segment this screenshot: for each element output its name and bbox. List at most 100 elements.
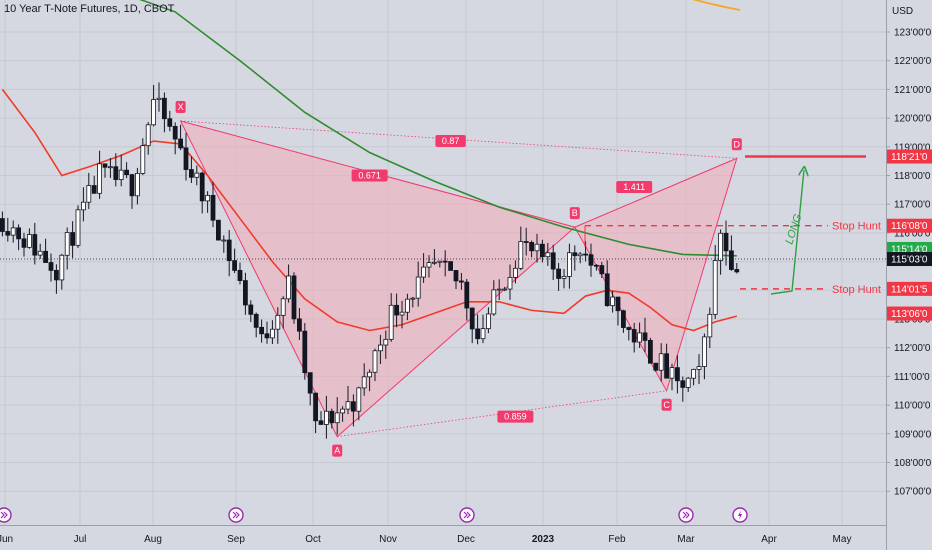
time-axis[interactable]: Jun Jul Aug Sep Oct Nov Dec 2023 Feb Mar Apr May bbox=[0, 534, 851, 545]
candle-body bbox=[91, 185, 97, 194]
candle-body bbox=[26, 234, 32, 248]
candle-body bbox=[431, 261, 437, 264]
candle-body bbox=[540, 243, 545, 258]
candle-body bbox=[248, 304, 254, 315]
event-icon[interactable] bbox=[459, 507, 475, 523]
candle-body bbox=[675, 367, 680, 382]
time-tick-label: Dec bbox=[457, 534, 475, 545]
candle-body bbox=[108, 166, 113, 169]
candle-body bbox=[334, 412, 340, 424]
candle-body bbox=[664, 353, 669, 379]
candle-body bbox=[702, 336, 707, 368]
event-icon[interactable] bbox=[678, 507, 694, 523]
candle-body bbox=[437, 260, 443, 263]
candle-body bbox=[232, 260, 238, 271]
price-badge bbox=[887, 306, 932, 321]
candle-body bbox=[221, 239, 227, 242]
event-markers[interactable] bbox=[0, 507, 748, 523]
candle-body bbox=[340, 408, 346, 414]
pattern-point-badge bbox=[661, 398, 672, 411]
candle-body bbox=[48, 262, 54, 271]
harmonic-pattern: X A B C D 0.87 0.671 1.411 0.859 bbox=[175, 100, 742, 457]
candle-body bbox=[534, 243, 540, 252]
candle-body bbox=[161, 97, 167, 120]
candle-body bbox=[188, 169, 194, 178]
candle-body bbox=[604, 273, 610, 307]
price-tick-label: 116'00'0 bbox=[894, 228, 931, 239]
candle-body bbox=[194, 172, 200, 178]
candle-body bbox=[442, 260, 448, 263]
pattern-point-label: D bbox=[734, 139, 741, 149]
price-badge-label: 114'01'5 bbox=[891, 284, 928, 295]
candle-body bbox=[680, 380, 686, 388]
candle-body bbox=[696, 366, 702, 370]
time-tick-label: Feb bbox=[608, 534, 626, 545]
price-tick-label: 119'00'0 bbox=[894, 142, 931, 153]
price-tick-label: 117'00'0 bbox=[894, 200, 931, 211]
pattern-point-label: A bbox=[334, 446, 340, 456]
candle-body bbox=[307, 372, 313, 394]
candle-body bbox=[469, 307, 475, 330]
earnings-bolt-icon[interactable] bbox=[732, 507, 748, 523]
pattern-ratio-label: 0.671 bbox=[358, 171, 381, 181]
candle-body bbox=[145, 124, 151, 147]
candle-body bbox=[215, 219, 221, 241]
pattern-ratio-label: 1.411 bbox=[623, 182, 645, 192]
pattern-ratio-line bbox=[574, 157, 737, 228]
candle-body bbox=[523, 241, 529, 243]
candle-body bbox=[653, 362, 659, 371]
candle-body bbox=[372, 350, 378, 373]
candle-body bbox=[302, 330, 308, 374]
candle-body bbox=[567, 252, 572, 277]
time-tick-label: Oct bbox=[305, 534, 321, 545]
candle-body bbox=[399, 311, 405, 316]
candle-body bbox=[199, 172, 205, 202]
candle-body bbox=[21, 238, 27, 248]
candle-body bbox=[264, 333, 270, 339]
time-tick-label: 2023 bbox=[532, 534, 555, 545]
price-axis[interactable]: 107'00'0 108'00'0 109'00'0 110'00'0 111'00'0… bbox=[886, 28, 932, 498]
candle-body bbox=[118, 169, 124, 180]
price-tick-label: 120'00'0 bbox=[894, 114, 932, 125]
candle-body bbox=[691, 368, 696, 379]
candle-body bbox=[615, 296, 621, 312]
candle-body bbox=[588, 254, 594, 266]
candle-body bbox=[404, 298, 410, 313]
pattern-ratio-badge bbox=[497, 410, 534, 423]
candle-body bbox=[269, 328, 275, 339]
time-tick-label: Jul bbox=[74, 534, 87, 545]
time-tick-label: Jun bbox=[0, 534, 13, 545]
price-badge bbox=[887, 281, 932, 296]
candle-body bbox=[86, 185, 92, 203]
candle-body bbox=[599, 265, 605, 275]
price-badge bbox=[887, 252, 932, 267]
candle-body bbox=[97, 163, 102, 194]
candle-body bbox=[0, 218, 5, 232]
time-tick-label: Mar bbox=[677, 534, 695, 545]
candle-body bbox=[410, 297, 416, 300]
event-icon[interactable] bbox=[0, 507, 12, 523]
candle-body bbox=[669, 367, 675, 379]
candle-body bbox=[259, 326, 265, 335]
candle-body bbox=[318, 420, 324, 425]
candle-body bbox=[313, 392, 319, 422]
candle-body bbox=[345, 401, 351, 410]
candle-body bbox=[556, 268, 561, 279]
candle-body bbox=[550, 252, 556, 270]
candle-body bbox=[64, 232, 70, 256]
time-tick-label: Apr bbox=[761, 534, 777, 545]
candle-body bbox=[167, 118, 173, 127]
candle-body bbox=[658, 353, 664, 371]
candle-body bbox=[43, 250, 48, 263]
pattern-point-label: X bbox=[178, 102, 184, 112]
candle-body bbox=[329, 410, 335, 424]
pattern-point-label: B bbox=[572, 208, 578, 218]
event-icon[interactable] bbox=[228, 507, 244, 523]
candle-body bbox=[113, 166, 119, 180]
candle-body bbox=[475, 328, 481, 340]
candle-body bbox=[32, 234, 38, 256]
price-tick-label: 112'00'0 bbox=[894, 343, 931, 354]
candle-body bbox=[59, 254, 65, 281]
candle-body bbox=[529, 242, 534, 252]
